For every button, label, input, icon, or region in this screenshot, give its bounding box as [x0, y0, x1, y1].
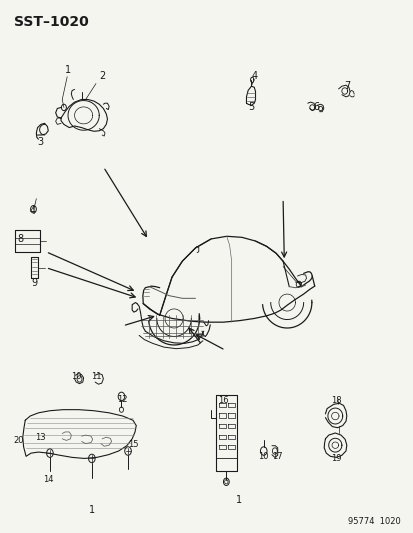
Text: 18: 18	[330, 395, 341, 405]
Text: 15: 15	[128, 440, 139, 449]
Text: 12: 12	[117, 394, 128, 403]
Text: 2: 2	[99, 70, 105, 80]
Text: 4: 4	[251, 70, 257, 80]
Text: 17: 17	[272, 452, 282, 461]
Text: 1: 1	[65, 66, 71, 75]
Text: 20: 20	[13, 436, 24, 445]
Text: 13: 13	[35, 433, 46, 442]
Text: 10: 10	[71, 372, 81, 381]
Text: 14: 14	[43, 475, 54, 484]
Text: 95774  1020: 95774 1020	[347, 518, 399, 526]
Text: 9: 9	[31, 278, 37, 288]
Text: 1: 1	[88, 505, 95, 515]
Text: 6: 6	[312, 102, 318, 112]
Text: 3: 3	[37, 137, 43, 147]
Text: 4: 4	[29, 206, 35, 216]
Text: 5: 5	[248, 102, 254, 112]
Text: 16: 16	[218, 395, 228, 405]
Text: 1: 1	[235, 495, 242, 505]
Text: 7: 7	[343, 81, 349, 91]
Text: 8: 8	[18, 234, 24, 244]
Text: 10: 10	[258, 452, 268, 461]
Text: SST–1020: SST–1020	[14, 14, 88, 29]
Text: 19: 19	[330, 454, 341, 463]
Text: 11: 11	[91, 372, 102, 381]
